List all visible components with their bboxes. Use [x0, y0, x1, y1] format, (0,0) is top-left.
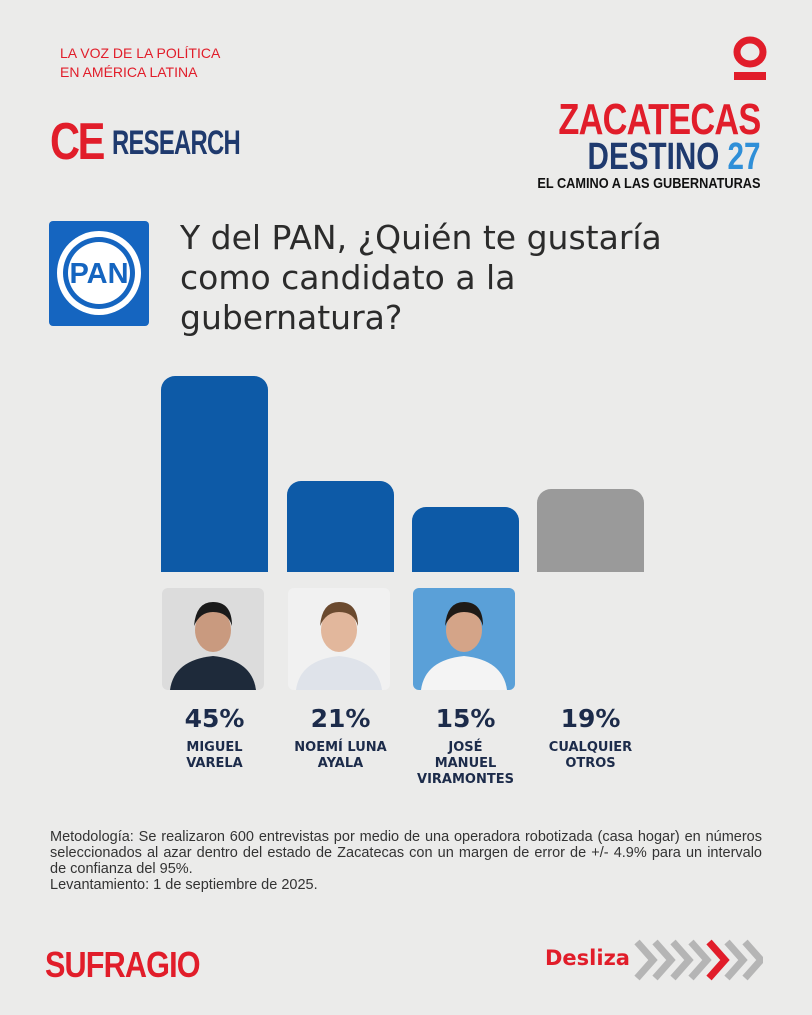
- value-label-1: 45%: [184, 704, 245, 733]
- chart-title: Y del PAN, ¿Quién te gustaría como candi…: [180, 218, 662, 337]
- category-label-line: CUALQUIER: [548, 740, 633, 755]
- tagline: LA VOZ DE LA POLÍTICA EN AMÉRICA LATINA: [60, 44, 220, 82]
- swipe-label[interactable]: Desliza: [545, 946, 630, 970]
- bar-4: [537, 489, 644, 572]
- tagline-line-1: LA VOZ DE LA POLÍTICA: [60, 45, 221, 61]
- series-title-destino: DESTINO 27: [555, 138, 760, 176]
- candidate-photo-3: [413, 588, 515, 690]
- category-label-line: MANUEL: [434, 756, 497, 771]
- category-label-line: NOEMÍ LUNA: [294, 740, 387, 755]
- sufragio-logo: SUFRAGIO: [45, 944, 201, 985]
- category-label-line: VIRAMONTES: [417, 772, 514, 787]
- ce-logo-letters: CE: [50, 113, 105, 171]
- category-label-line: MIGUEL: [186, 740, 243, 755]
- tagline-line-2: EN AMÉRICA LATINA: [60, 64, 198, 80]
- o-brand-icon: [733, 36, 767, 80]
- methodology: Metodología: Se realizaron 600 entrevist…: [50, 829, 762, 893]
- candidate-photo-2: [288, 588, 390, 690]
- value-label-2: 21%: [310, 704, 371, 733]
- series-title-zacatecas: ZACATECAS: [557, 95, 761, 144]
- category-label-2: NOEMÍ LUNA AYALA: [281, 740, 401, 772]
- destino-number: 27: [727, 136, 760, 178]
- pan-party-logo: PAN: [49, 221, 149, 326]
- category-label-line: OTROS: [565, 756, 616, 771]
- category-label-4: CUALQUIER OTROS: [531, 740, 651, 772]
- bar-2: [287, 480, 394, 572]
- methodology-text: Metodología: Se realizaron 600 entrevist…: [50, 829, 762, 877]
- series-subtitle: EL CAMINO A LAS GUBERNATURAS: [536, 175, 760, 192]
- fieldwork-date: Levantamiento: 1 de septiembre de 2025.: [50, 877, 318, 893]
- bar-3: [412, 506, 519, 572]
- pan-logo-icon: PAN: [57, 231, 141, 315]
- swipe-arrows-icon[interactable]: [633, 938, 763, 982]
- category-label-line: JOSÉ: [448, 740, 483, 755]
- destino-text: DESTINO: [587, 136, 719, 178]
- series-logo: ZACATECAS DESTINO 27 EL CAMINO A LAS GUB…: [498, 95, 761, 192]
- category-label-line: AYALA: [317, 756, 364, 771]
- value-label-4: 19%: [560, 704, 621, 733]
- category-label-3: JOSÉ MANUEL VIRAMONTES: [406, 740, 526, 788]
- bar-1: [161, 376, 268, 572]
- category-label-1: MIGUEL VARELA: [155, 740, 275, 772]
- candidate-photo-1: [162, 588, 264, 690]
- ce-research-logo: CE RESEARCH: [50, 112, 241, 172]
- pan-logo-text: PAN: [69, 258, 128, 290]
- value-label-3: 15%: [435, 704, 496, 733]
- ce-logo-research: RESEARCH: [112, 124, 241, 162]
- category-label-line: VARELA: [186, 756, 243, 771]
